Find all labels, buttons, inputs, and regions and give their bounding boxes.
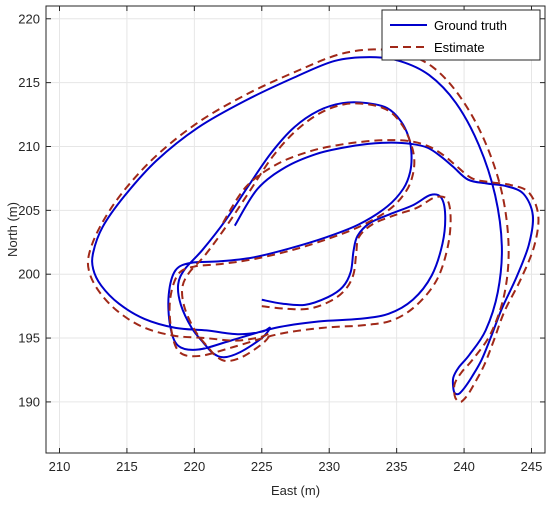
x-tick-label: 240	[453, 459, 475, 474]
grid	[46, 6, 545, 453]
y-tick-label: 205	[18, 203, 40, 218]
legend: Ground truth Estimate	[381, 9, 541, 61]
x-tick-label: 235	[386, 459, 408, 474]
series-line-estimate	[86, 48, 540, 403]
legend-label: Estimate	[434, 40, 485, 55]
y-tick-label: 220	[18, 11, 40, 26]
x-tick-label: 245	[521, 459, 543, 474]
ticks: 210 215 220 225 230 235 240 245 190 195 200 205 210 2…	[18, 6, 545, 474]
y-tick-label: 200	[18, 267, 40, 282]
legend-box	[381, 9, 541, 61]
x-tick-label: 225	[251, 459, 273, 474]
x-axis-label: East (m)	[271, 483, 320, 498]
x-tick-label: 210	[49, 459, 71, 474]
axes-frame	[45, 5, 546, 454]
x-tick-label: 220	[183, 459, 205, 474]
y-tick-label: 195	[18, 331, 40, 346]
y-tick-label: 190	[18, 394, 40, 409]
y-tick-label: 210	[18, 139, 40, 154]
y-axis-label: North (m)	[5, 202, 20, 257]
x-tick-label: 215	[116, 459, 138, 474]
plot-area	[46, 6, 545, 453]
x-tick-label: 230	[318, 459, 340, 474]
series-layer	[86, 48, 540, 403]
y-tick-label: 215	[18, 75, 40, 90]
legend-label: Ground truth	[434, 18, 507, 33]
